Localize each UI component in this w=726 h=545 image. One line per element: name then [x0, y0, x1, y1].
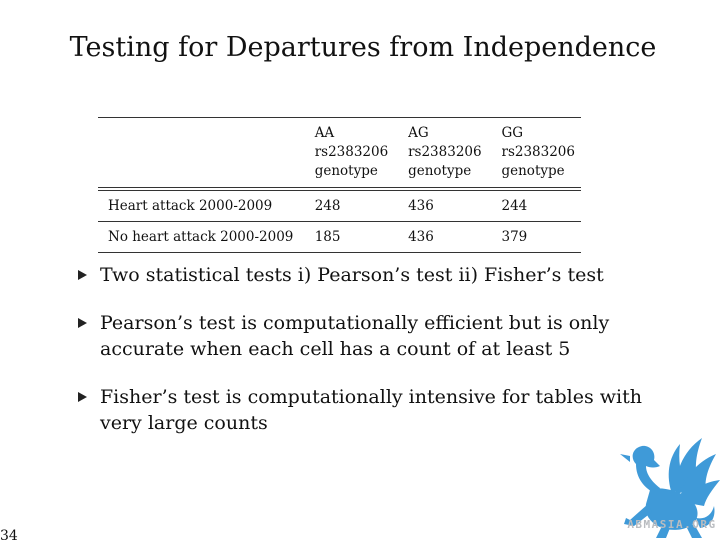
header-cell-aa: AA rs2383206 genotype	[305, 118, 398, 190]
bullet-text: Fisher’s test is computationally intensi…	[100, 386, 642, 408]
cell-ag: 436	[408, 229, 434, 245]
bullet-text: very large counts	[100, 412, 268, 434]
header-snp: rs2383206	[501, 144, 575, 160]
logo-text: ABMASIA.ORG	[627, 518, 717, 531]
header-snp: rs2383206	[408, 144, 482, 160]
cell-gg: 379	[501, 229, 528, 245]
table-header-row: AA rs2383206 genotype AG rs2383206 genot…	[98, 117, 581, 190]
genotype-table: AA rs2383206 genotype AG rs2383206 genot…	[98, 117, 581, 253]
header-genotype: AG	[408, 125, 429, 141]
slide-title: Testing for Departures from Independence	[69, 32, 657, 63]
cell-ag: 436	[408, 198, 434, 214]
row-label: Heart attack 2000-2009	[108, 198, 273, 214]
header-label: genotype	[501, 163, 565, 179]
bullet-item: Pearson’s test is computationally effici…	[78, 310, 678, 362]
bullet-item: Two statistical tests i) Pearson’s test …	[78, 262, 678, 288]
page-number: 34	[0, 528, 18, 544]
header-cell-gg: GG rs2383206 genotype	[491, 118, 581, 190]
header-snp: rs2383206	[314, 144, 389, 160]
genotype-table-container: AA rs2383206 genotype AG rs2383206 genot…	[98, 117, 581, 253]
header-cell-ag: AG rs2383206 genotype	[398, 118, 491, 190]
bullet-list: Two statistical tests i) Pearson’s test …	[78, 262, 678, 458]
table-row: No heart attack 2000-2009 185 436 379	[98, 222, 581, 253]
bullet-arrow-icon	[78, 318, 87, 328]
bullet-text: accurate when each cell has a count of a…	[100, 338, 571, 360]
header-genotype: AA	[314, 125, 335, 141]
griffin-logo-icon	[620, 438, 720, 538]
cell-aa: 248	[314, 198, 341, 214]
bullet-arrow-icon	[78, 392, 87, 402]
bullet-text: Two statistical tests i) Pearson’s test …	[100, 264, 604, 286]
cell-aa: 185	[314, 229, 341, 245]
bullet-arrow-icon	[78, 270, 87, 280]
row-label: No heart attack 2000-2009	[108, 229, 294, 245]
header-label: genotype	[408, 163, 472, 179]
bullet-item: Fisher’s test is computationally intensi…	[78, 384, 678, 436]
table-row: Heart attack 2000-2009 248 436 244	[98, 189, 581, 222]
header-cell-empty	[98, 118, 305, 190]
cell-gg: 244	[501, 198, 528, 214]
bullet-text: Pearson’s test is computationally effici…	[100, 312, 610, 334]
header-label: genotype	[314, 163, 378, 179]
header-genotype: GG	[501, 125, 524, 141]
